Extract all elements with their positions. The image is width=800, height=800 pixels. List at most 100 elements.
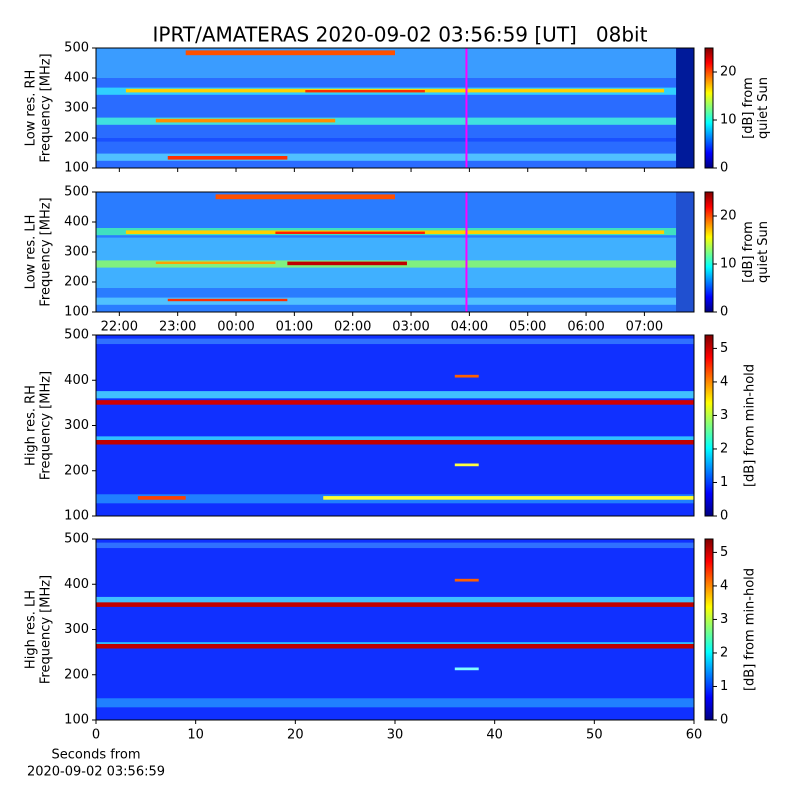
x-tick-label: 30 bbox=[387, 728, 404, 743]
x-tick-label: 06:00 bbox=[567, 320, 604, 335]
spectrogram-band bbox=[96, 698, 694, 708]
y-tick-label: 100 bbox=[64, 713, 89, 728]
colorbar bbox=[704, 47, 714, 169]
colorbar-tick-label: 3 bbox=[720, 408, 728, 423]
colorbar-label: [dB] from min-hold bbox=[743, 364, 758, 487]
x-tick-label: 23:00 bbox=[159, 320, 196, 335]
x-tick-label: 00:00 bbox=[217, 320, 254, 335]
y-axis-label: Frequency [MHz] bbox=[39, 197, 54, 306]
y-axis-label: High res. LH bbox=[24, 590, 39, 669]
colorbar-label: [dB] from bbox=[741, 221, 756, 283]
spectrogram-band bbox=[215, 194, 395, 200]
y-tick-label: 200 bbox=[64, 275, 89, 290]
y-axis-label: Frequency [MHz] bbox=[39, 371, 54, 480]
colorbar-tick-label: 0 bbox=[720, 305, 728, 320]
x-tick-label: 60 bbox=[686, 728, 703, 743]
spectrogram-band bbox=[96, 297, 694, 305]
x-tick-label: 50 bbox=[586, 728, 603, 743]
y-tick-label: 200 bbox=[64, 463, 89, 478]
spectrogram-band bbox=[155, 118, 336, 123]
colorbar-label: [dB] from min-hold bbox=[743, 568, 758, 691]
spectrogram-band bbox=[323, 496, 694, 500]
colorbar-tick-label: 4 bbox=[720, 374, 728, 389]
y-tick-label: 300 bbox=[64, 245, 89, 260]
x-tick-label: 0 bbox=[92, 728, 100, 743]
spectrogram-band bbox=[96, 138, 694, 142]
y-axis-label: Frequency [MHz] bbox=[39, 575, 54, 684]
spectrogram-band bbox=[96, 391, 694, 399]
colorbar-tick-label: 20 bbox=[720, 65, 737, 80]
y-tick-label: 400 bbox=[64, 71, 89, 86]
colorbar-tick-label: 10 bbox=[720, 113, 737, 128]
colorbar-tick-label: 3 bbox=[720, 612, 728, 627]
spectrogram-band bbox=[167, 298, 288, 302]
colorbar-tick-label: 5 bbox=[720, 341, 728, 356]
colorbar-tick-label: 0 bbox=[720, 713, 728, 728]
x-tick-label: 40 bbox=[486, 728, 503, 743]
colorbar-tick-label: 1 bbox=[720, 475, 728, 490]
y-tick-label: 400 bbox=[64, 215, 89, 230]
spectrogram-band bbox=[454, 374, 479, 378]
x-tick-label: 22:00 bbox=[101, 320, 138, 335]
colorbar-tick-label: 2 bbox=[720, 441, 728, 456]
colorbar-label: [dB] from bbox=[741, 77, 756, 139]
spectrogram-band bbox=[305, 90, 425, 93]
x-tick-label: 20 bbox=[287, 728, 304, 743]
y-tick-label: 500 bbox=[64, 532, 89, 547]
colorbar-tick-label: 5 bbox=[720, 545, 728, 560]
colorbar-tick-label: 10 bbox=[720, 257, 737, 272]
spectrogram-band bbox=[96, 542, 694, 549]
x-tick-label: 02:00 bbox=[334, 320, 371, 335]
spectrogram-band bbox=[96, 596, 694, 605]
figure-title: IPRT/AMATERAS 2020-09-02 03:56:59 [UT] 0… bbox=[153, 23, 648, 47]
y-tick-label: 500 bbox=[64, 41, 89, 56]
spectrogram-band bbox=[96, 602, 694, 607]
y-tick-label: 500 bbox=[64, 185, 89, 200]
y-tick-label: 300 bbox=[64, 622, 89, 637]
spectrogram-band bbox=[96, 643, 694, 649]
spectrogram-band bbox=[676, 48, 694, 168]
colorbar-tick-label: 20 bbox=[720, 209, 737, 224]
x-axis-label: 2020-09-02 03:56:59 bbox=[27, 765, 165, 780]
spectrogram-band bbox=[155, 261, 276, 264]
colorbar-tick-label: 2 bbox=[720, 645, 728, 660]
x-tick-label: 03:00 bbox=[392, 320, 429, 335]
spectrogram-band bbox=[96, 335, 694, 516]
y-tick-label: 100 bbox=[64, 509, 89, 524]
spectrogram-band bbox=[96, 338, 694, 345]
spectrogram-band bbox=[454, 463, 479, 467]
x-tick-label: 10 bbox=[187, 728, 204, 743]
x-axis-label: Seconds from bbox=[51, 748, 140, 763]
spectrogram-band bbox=[137, 496, 186, 500]
colorbar-label: quiet Sun bbox=[756, 221, 771, 283]
spectrogram-band bbox=[96, 153, 694, 161]
y-tick-label: 300 bbox=[64, 101, 89, 116]
spectrogram-band bbox=[96, 400, 694, 405]
y-tick-label: 200 bbox=[64, 131, 89, 146]
y-tick-label: 100 bbox=[64, 305, 89, 320]
spectrogram-band bbox=[96, 436, 694, 444]
x-tick-label: 01:00 bbox=[276, 320, 313, 335]
y-tick-label: 500 bbox=[64, 328, 89, 343]
colorbar-tick-label: 4 bbox=[720, 578, 728, 593]
spectrogram-band bbox=[275, 231, 425, 234]
y-tick-label: 400 bbox=[64, 373, 89, 388]
colorbar bbox=[704, 334, 714, 517]
spectrogram-band bbox=[96, 439, 694, 445]
y-axis-label: Low res. RH bbox=[24, 70, 39, 147]
y-axis-label: High res. RH bbox=[24, 385, 39, 466]
spectrogram-band bbox=[454, 578, 479, 582]
y-tick-label: 100 bbox=[64, 161, 89, 176]
colorbar-label: quiet Sun bbox=[756, 77, 771, 139]
y-tick-label: 200 bbox=[64, 667, 89, 682]
colorbar bbox=[704, 191, 714, 313]
colorbar-tick-label: 1 bbox=[720, 679, 728, 694]
colorbar-tick-label: 0 bbox=[720, 161, 728, 176]
x-tick-label: 05:00 bbox=[509, 320, 546, 335]
spectrogram-band bbox=[454, 667, 479, 671]
spectrogram-band bbox=[676, 192, 694, 312]
x-tick-label: 04:00 bbox=[451, 320, 488, 335]
y-tick-label: 300 bbox=[64, 418, 89, 433]
spectrogram-band bbox=[167, 156, 288, 160]
